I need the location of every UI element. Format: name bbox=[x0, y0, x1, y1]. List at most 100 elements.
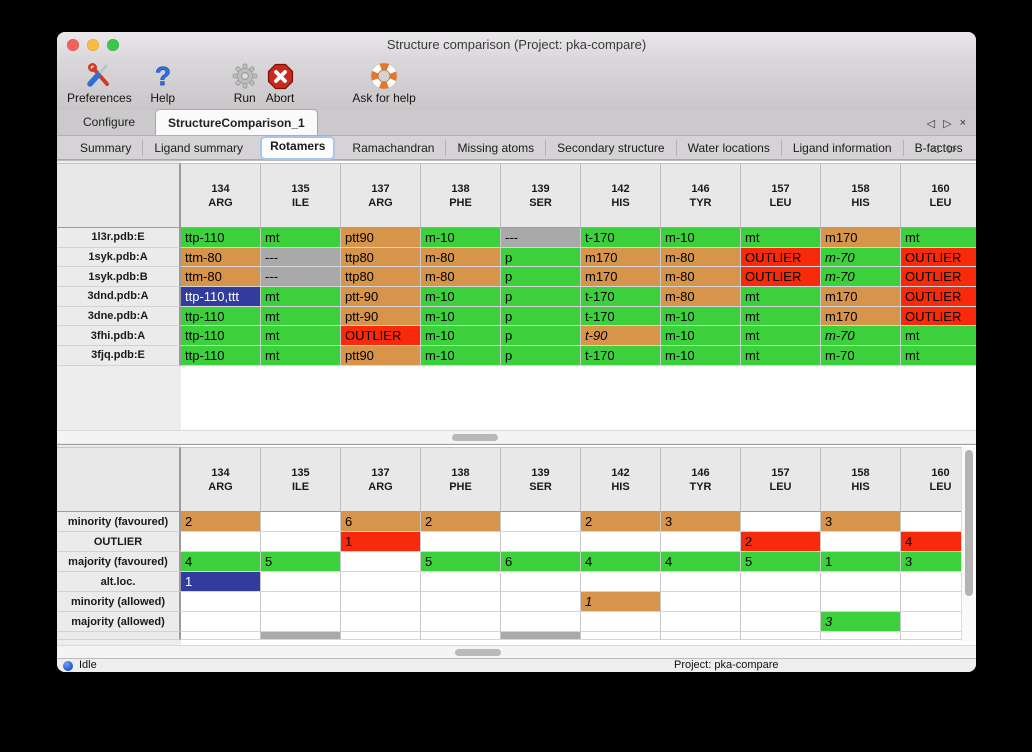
cell[interactable] bbox=[501, 612, 581, 632]
cell[interactable]: 2 bbox=[581, 512, 661, 532]
cell[interactable] bbox=[581, 572, 661, 592]
cell[interactable]: m-80 bbox=[661, 287, 741, 307]
cell[interactable]: m-10 bbox=[421, 346, 501, 366]
cell[interactable]: OUTLIER bbox=[901, 267, 976, 288]
cell[interactable] bbox=[661, 592, 741, 612]
row-label-3fhi-pdb-a[interactable]: 3fhi.pdb:A bbox=[57, 326, 181, 347]
cell[interactable]: 4 bbox=[181, 552, 261, 572]
cell[interactable]: OUTLIER bbox=[901, 306, 976, 327]
cell[interactable]: mt bbox=[261, 228, 341, 248]
cell[interactable] bbox=[261, 632, 341, 640]
row-label-majority-favoured[interactable]: majority (favoured) bbox=[57, 552, 181, 572]
cell[interactable]: m-80 bbox=[421, 247, 501, 268]
row-label-majority-allowed[interactable]: majority (allowed) bbox=[57, 612, 181, 632]
cell[interactable]: p bbox=[501, 346, 581, 366]
subtab-ramachandran[interactable]: Ramachandran bbox=[352, 140, 435, 155]
subtab-ligand-summary[interactable]: Ligand summary bbox=[142, 139, 254, 156]
cell[interactable]: --- bbox=[261, 247, 341, 268]
subtab-rotamers[interactable]: Rotamers bbox=[260, 135, 336, 160]
cell[interactable] bbox=[501, 632, 581, 640]
cell[interactable] bbox=[261, 572, 341, 592]
cell[interactable] bbox=[181, 592, 261, 612]
cell[interactable]: ttm-80 bbox=[181, 267, 261, 288]
cell[interactable]: m-80 bbox=[661, 247, 741, 268]
cell[interactable] bbox=[741, 512, 821, 532]
row-label-3dne-pdb-a[interactable]: 3dne.pdb:A bbox=[57, 306, 181, 327]
cell[interactable] bbox=[501, 512, 581, 532]
cell[interactable]: 5 bbox=[741, 552, 821, 572]
cell[interactable]: --- bbox=[261, 267, 341, 288]
cell[interactable] bbox=[341, 612, 421, 632]
cell[interactable]: mt bbox=[901, 326, 976, 347]
subtab-secondary-structure[interactable]: Secondary structure bbox=[545, 139, 675, 156]
cell[interactable]: p bbox=[501, 247, 581, 268]
cell[interactable]: m170 bbox=[821, 306, 901, 327]
top-horizontal-scrollbar[interactable] bbox=[57, 430, 976, 443]
cell[interactable]: OUTLIER bbox=[901, 287, 976, 307]
cell[interactable]: m170 bbox=[821, 228, 901, 248]
subtab-summary[interactable]: Summary bbox=[80, 140, 132, 155]
cell[interactable]: 2 bbox=[741, 532, 821, 552]
cell[interactable]: 1 bbox=[341, 532, 421, 552]
cell[interactable] bbox=[261, 612, 341, 632]
cell[interactable] bbox=[661, 532, 741, 552]
cell[interactable]: ttp-110 bbox=[181, 346, 261, 366]
cell[interactable]: ttp-110,ttt bbox=[181, 287, 261, 307]
toolbar-button-ask-for-help[interactable]: Ask for help bbox=[352, 58, 416, 105]
cell[interactable] bbox=[581, 632, 661, 640]
close-button[interactable] bbox=[67, 39, 79, 51]
cell[interactable]: 1 bbox=[581, 592, 661, 612]
cell[interactable]: OUTLIER bbox=[341, 326, 421, 347]
cell[interactable]: OUTLIER bbox=[741, 247, 821, 268]
cell[interactable]: ttp-110 bbox=[181, 228, 261, 248]
subtab-b-factors[interactable]: B-factors bbox=[902, 139, 974, 156]
cell[interactable] bbox=[261, 532, 341, 552]
cell[interactable] bbox=[581, 532, 661, 552]
cell[interactable]: m-10 bbox=[421, 306, 501, 327]
toolbar-button-preferences[interactable]: Preferences bbox=[67, 58, 132, 105]
row-label-1syk-pdb-a[interactable]: 1syk.pdb:A bbox=[57, 247, 181, 268]
row-label-alt-loc[interactable]: alt.loc. bbox=[57, 572, 181, 592]
row-label-minority-favoured[interactable]: minority (favoured) bbox=[57, 512, 181, 532]
cell[interactable]: 3 bbox=[821, 612, 901, 632]
cell[interactable]: m-10 bbox=[661, 306, 741, 327]
cell[interactable]: ptt90 bbox=[341, 346, 421, 366]
cell[interactable]: m-80 bbox=[421, 267, 501, 288]
subtab-water-locations[interactable]: Water locations bbox=[675, 139, 781, 156]
cell[interactable] bbox=[341, 632, 421, 640]
row-label-1syk-pdb-b[interactable]: 1syk.pdb:B bbox=[57, 267, 181, 288]
toolbar-button-abort[interactable]: Abort bbox=[266, 58, 294, 105]
cell[interactable]: m-70 bbox=[821, 267, 901, 288]
cell[interactable] bbox=[821, 592, 901, 612]
cell[interactable]: 1 bbox=[821, 552, 901, 572]
cell[interactable] bbox=[261, 592, 341, 612]
cell[interactable]: ptt-90 bbox=[341, 287, 421, 307]
tab-structurecomparison-1[interactable]: StructureComparison_1 bbox=[155, 109, 318, 135]
cell[interactable]: mt bbox=[901, 228, 976, 248]
row-label-outlier[interactable]: OUTLIER bbox=[57, 532, 181, 552]
cell[interactable]: mt bbox=[741, 326, 821, 347]
subtab-scroll-left-icon[interactable]: ◁ bbox=[930, 142, 939, 155]
cell[interactable] bbox=[421, 572, 501, 592]
cell[interactable]: mt bbox=[741, 346, 821, 366]
tab-scroll-left-icon[interactable]: ◁ bbox=[926, 117, 936, 130]
cell[interactable]: ttp-110 bbox=[181, 306, 261, 327]
cell[interactable]: m-70 bbox=[821, 247, 901, 268]
cell[interactable] bbox=[741, 632, 821, 640]
cell[interactable]: ptt90 bbox=[341, 228, 421, 248]
cell[interactable]: 5 bbox=[261, 552, 341, 572]
cell[interactable]: t-170 bbox=[581, 228, 661, 248]
cell[interactable]: t-170 bbox=[581, 306, 661, 327]
scrollbar-thumb[interactable] bbox=[965, 450, 973, 596]
cell[interactable] bbox=[341, 592, 421, 612]
cell[interactable]: 2 bbox=[421, 512, 501, 532]
cell[interactable]: m-10 bbox=[661, 326, 741, 347]
subtab-ligand-information[interactable]: Ligand information bbox=[780, 139, 903, 156]
cell[interactable]: 3 bbox=[821, 512, 901, 532]
cell[interactable]: p bbox=[501, 306, 581, 327]
cell[interactable] bbox=[901, 572, 976, 592]
tab-configure[interactable]: Configure bbox=[83, 115, 136, 129]
cell[interactable]: mt bbox=[741, 306, 821, 327]
cell[interactable]: m170 bbox=[581, 247, 661, 268]
cell[interactable]: m-10 bbox=[421, 287, 501, 307]
